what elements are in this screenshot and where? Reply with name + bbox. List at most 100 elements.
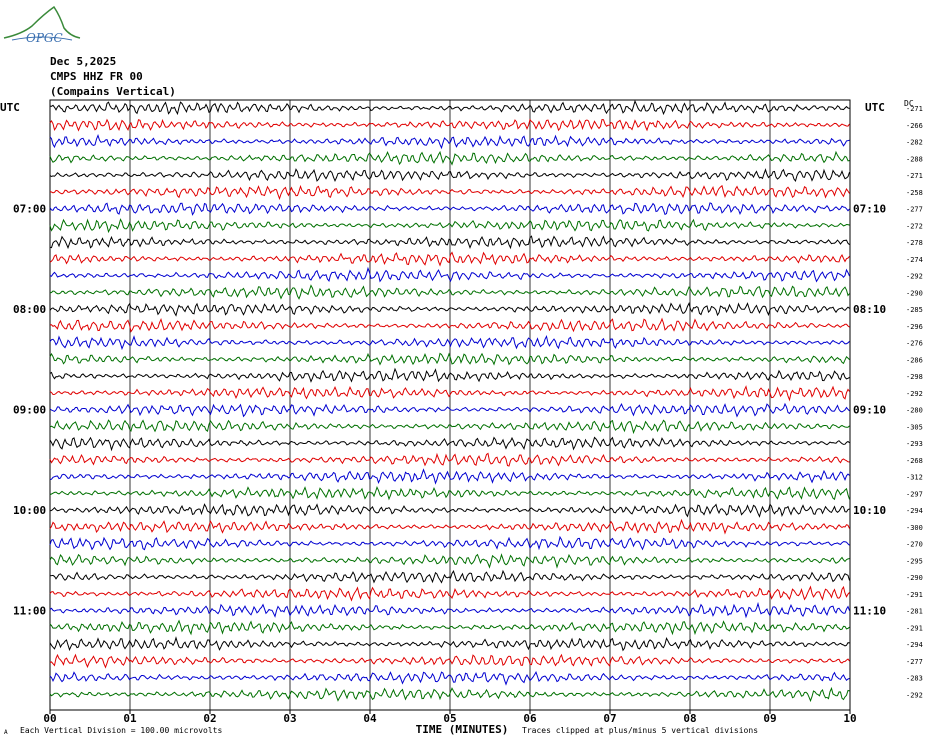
left-axis-label: UTC — [0, 101, 20, 114]
seismic-trace — [49, 284, 850, 300]
x-tick-label: 02 — [203, 712, 216, 725]
dc-offset-label: -280 — [906, 407, 923, 415]
dc-offset-label: -258 — [906, 189, 923, 197]
dc-offset-label: -290 — [906, 574, 923, 582]
seismic-trace — [49, 671, 850, 686]
x-tick-label: 10 — [843, 712, 856, 725]
seismic-trace — [49, 202, 850, 216]
dc-offset-label: -277 — [906, 206, 923, 214]
seismic-trace — [49, 266, 850, 283]
seismic-trace — [49, 134, 850, 150]
seismic-trace — [49, 468, 850, 485]
seismic-trace — [49, 585, 850, 602]
dc-offset-label: -312 — [906, 474, 923, 482]
seismic-trace — [49, 636, 850, 652]
x-tick-label: 04 — [363, 712, 377, 725]
dc-offset-label: -293 — [906, 440, 923, 448]
x-tick-label: 01 — [123, 712, 137, 725]
dc-offset-label: -268 — [906, 457, 923, 465]
left-hour-label: 11:00 — [13, 605, 46, 618]
footer-left: Each Vertical Division = 100.00 microvol… — [20, 726, 222, 735]
seismic-trace — [49, 99, 850, 116]
seismic-trace — [49, 118, 850, 132]
seismic-trace — [49, 317, 850, 333]
x-tick-label: 07 — [603, 712, 616, 725]
seismic-trace — [49, 452, 850, 467]
seismic-trace — [49, 535, 850, 551]
right-hour-label: 11:10 — [853, 605, 886, 618]
seismic-trace — [49, 518, 850, 535]
x-tick-label: 00 — [43, 712, 56, 725]
dc-offset-label: -292 — [906, 390, 923, 398]
right-hour-label: 07:10 — [853, 203, 886, 216]
dc-offset-label: -281 — [906, 608, 923, 616]
right-hour-label: 08:10 — [853, 303, 886, 316]
logo-text: OPGC — [26, 31, 63, 44]
dc-offset-label: -296 — [906, 323, 923, 331]
dc-offset-label: -278 — [906, 239, 923, 247]
station-label: CMPS HHZ FR 00 — [50, 70, 143, 83]
x-tick-label: 09 — [763, 712, 776, 725]
left-hour-label: 08:00 — [13, 303, 46, 316]
dc-offset-label: -282 — [906, 139, 923, 147]
x-tick-label: 03 — [283, 712, 296, 725]
seismic-trace — [49, 503, 850, 518]
x-tick-label: 06 — [523, 712, 537, 725]
seismic-trace — [49, 385, 850, 402]
dc-offset-label: -277 — [906, 658, 923, 666]
dc-offset-label: -271 — [906, 172, 923, 180]
seismic-trace — [49, 168, 850, 183]
dc-offset-label: -274 — [906, 256, 923, 264]
dc-offset-label: -271 — [906, 105, 923, 113]
seismic-trace — [49, 184, 850, 201]
dc-offset-label: -276 — [906, 340, 923, 348]
seismic-trace — [49, 601, 850, 619]
dc-offset-label: -292 — [906, 691, 923, 699]
seismic-trace — [49, 334, 850, 351]
x-tick-label: 08 — [683, 712, 696, 725]
seismic-trace — [49, 485, 850, 501]
right-hour-label: 10:10 — [853, 504, 886, 517]
footer-mark: A — [4, 729, 8, 736]
dc-offset-label: -290 — [906, 289, 923, 297]
seismic-trace — [49, 367, 850, 383]
opgc-logo: OPGC — [3, 5, 81, 44]
dc-offset-label: -283 — [906, 675, 923, 683]
seismic-trace — [49, 251, 850, 267]
dc-offset-label: -291 — [906, 624, 923, 632]
seismic-trace — [49, 419, 850, 435]
seismic-trace — [49, 235, 850, 250]
dc-offset-label: -272 — [906, 222, 923, 230]
dc-offset-label: -291 — [906, 591, 923, 599]
dc-offset-label: -294 — [906, 507, 923, 515]
right-axis-label: UTC — [865, 101, 885, 114]
seismic-trace — [49, 569, 850, 584]
seismic-trace — [49, 686, 850, 703]
dc-offset-label: -292 — [906, 273, 923, 281]
seismic-trace — [49, 653, 850, 669]
x-axis-title: TIME (MINUTES) — [416, 723, 509, 736]
seismic-trace — [49, 302, 850, 317]
dc-offset-label: -300 — [906, 524, 923, 532]
x-tick-label: 05 — [443, 712, 456, 725]
dc-offset-label: -298 — [906, 373, 923, 381]
left-hour-label: 10:00 — [13, 504, 46, 517]
left-hour-label: 09:00 — [13, 404, 46, 417]
location-label: (Compains Vertical) — [50, 85, 176, 98]
dc-offset-label: -288 — [906, 155, 923, 163]
dc-offset-label: -286 — [906, 356, 923, 364]
date-label: Dec 5,2025 — [50, 55, 117, 68]
dc-offset-label: -295 — [906, 557, 923, 565]
seismic-trace — [49, 553, 850, 569]
dc-offset-label: -266 — [906, 122, 923, 130]
left-hour-label: 07:00 — [13, 203, 46, 216]
seismic-trace — [49, 218, 850, 234]
dc-offset-label: -305 — [906, 423, 923, 431]
dc-offset-label: -285 — [906, 306, 923, 314]
seismic-trace — [49, 150, 850, 166]
footer-right: Traces clipped at plus/minus 5 vertical … — [522, 726, 758, 735]
dc-offset-label: -294 — [906, 641, 923, 649]
seismic-trace — [49, 436, 850, 452]
seismic-trace — [49, 619, 850, 636]
